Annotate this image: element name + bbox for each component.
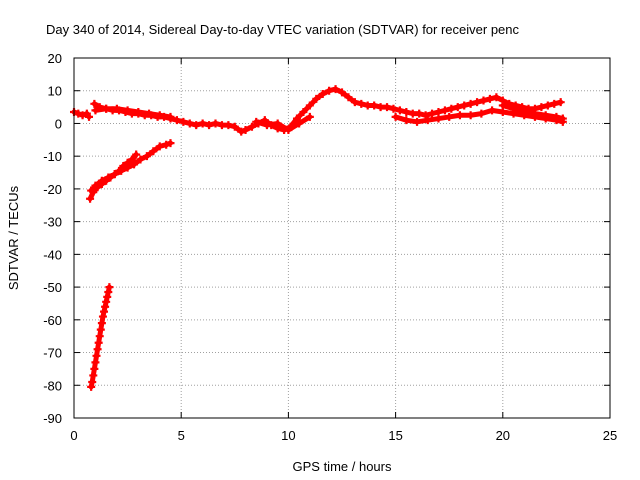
data-point: [132, 150, 141, 159]
y-tick-label: -10: [43, 149, 62, 164]
y-tick-label: 0: [55, 116, 62, 131]
data-point: [85, 112, 94, 121]
series-sat-track-d: [252, 112, 314, 134]
series-sat-track-a: [70, 108, 94, 121]
data-point: [556, 98, 565, 107]
y-tick-label: -30: [43, 215, 62, 230]
data-point: [166, 139, 175, 148]
plot-frame: [73, 57, 611, 419]
x-tick-label: 5: [178, 428, 185, 443]
y-tick-label: -60: [43, 313, 62, 328]
x-tick-label: 0: [70, 428, 77, 443]
x-tick-label: 25: [603, 428, 617, 443]
data-point: [105, 283, 114, 292]
series-sat-track-c: [91, 104, 175, 121]
series-sat-track-f: [498, 101, 567, 123]
data-point: [166, 112, 175, 121]
tick-layer: 0 5 10 15 20 25 20 10 0 -10 -20 -30 -40 -50 -60 -70 -80 -…: [43, 51, 617, 443]
y-tick-label: -70: [43, 346, 62, 361]
y-tick-label: -80: [43, 378, 62, 393]
y-tick-label: -20: [43, 182, 62, 197]
y-tick-label: -40: [43, 247, 62, 262]
x-tick-label: 10: [281, 428, 295, 443]
data-point: [558, 114, 567, 123]
y-axis-label: SDTVAR / TECUs: [6, 185, 21, 290]
points-layer: [70, 85, 567, 391]
x-axis-label: GPS time / hours: [293, 459, 392, 474]
x-tick-label: 20: [496, 428, 510, 443]
y-tick-label: 20: [48, 51, 62, 66]
series-sat-track-i: [87, 283, 114, 391]
x-tick-label: 15: [388, 428, 402, 443]
chart-title: Day 340 of 2014, Sidereal Day-to-day VTE…: [46, 22, 520, 37]
series-sat-track-h: [87, 139, 175, 195]
y-tick-label: -90: [43, 411, 62, 426]
y-tick-label: 10: [48, 84, 62, 99]
data-point: [305, 112, 314, 121]
y-tick-label: -50: [43, 280, 62, 295]
